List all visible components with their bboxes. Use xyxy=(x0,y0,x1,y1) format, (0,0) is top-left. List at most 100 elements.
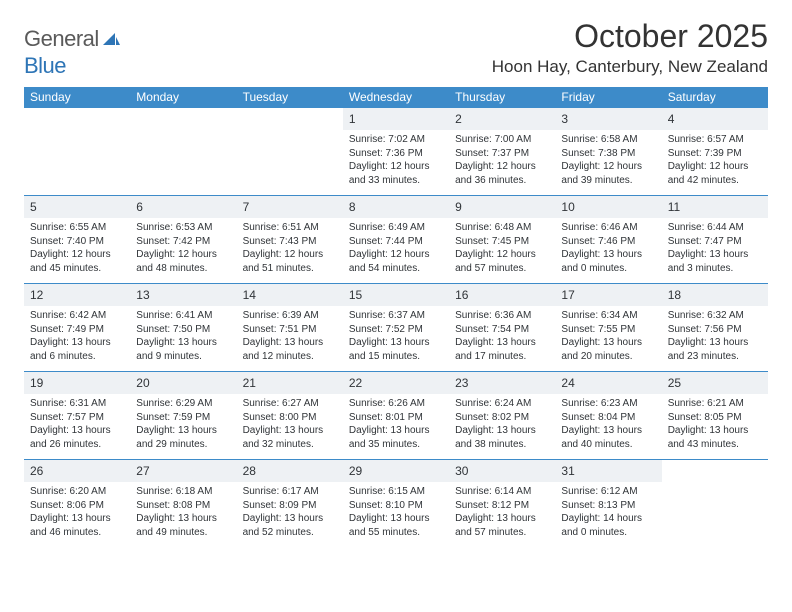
day-info: Sunrise: 7:02 AMSunset: 7:36 PMDaylight:… xyxy=(349,133,443,187)
day-number: 1 xyxy=(349,112,356,126)
day-info: Sunrise: 6:17 AMSunset: 8:09 PMDaylight:… xyxy=(243,485,337,539)
day-cell: 11Sunrise: 6:44 AMSunset: 7:47 PMDayligh… xyxy=(662,196,768,284)
day-info: Sunrise: 6:49 AMSunset: 7:44 PMDaylight:… xyxy=(349,221,443,275)
day-number: 9 xyxy=(455,200,462,214)
day-cell: 8 Sunrise: 6:49 AMSunset: 7:44 PMDaylight… xyxy=(343,196,449,284)
day-number: 11 xyxy=(668,200,680,214)
day-cell: 15Sunrise: 6:37 AMSunset: 7:52 PMDayligh… xyxy=(343,284,449,372)
day-cell: 23 Sunrise: 6:24 AMSunset: 8:02 PMDayligh… xyxy=(449,372,555,460)
day-number: 21 xyxy=(243,376,256,390)
day-number-bar: 13 xyxy=(130,284,236,306)
day-cell: 4Sunrise: 6:57 AMSunset: 7:39 PMDaylight… xyxy=(662,108,768,196)
day-cell: 14Sunrise: 6:39 AMSunset: 7:51 PMDayligh… xyxy=(237,284,343,372)
day-number: 3 xyxy=(561,112,568,126)
day-info: Sunrise: 6:53 AMSunset: 7:42 PMDaylight:… xyxy=(136,221,230,275)
day-number: 27 xyxy=(136,464,149,478)
calendar-page: GeneralBlue October 2025 Hoon Hay, Cante… xyxy=(0,0,792,560)
day-cell: 2Sunrise: 7:00 AMSunset: 7:37 PMDaylight… xyxy=(449,108,555,196)
day-number-bar: 8 xyxy=(343,196,449,218)
calendar-table: SundayMondayTuesdayWednesdayThursdayFrid… xyxy=(24,87,768,548)
day-header: Wednesday xyxy=(343,87,449,108)
day-number-bar: 20 xyxy=(130,372,236,394)
month-title: October 2025 xyxy=(492,18,768,55)
day-number: 20 xyxy=(136,376,149,390)
day-info: Sunrise: 6:18 AMSunset: 8:08 PMDaylight:… xyxy=(136,485,230,539)
day-cell: 21Sunrise: 6:27 AMSunset: 8:00 PMDayligh… xyxy=(237,372,343,460)
day-number: 6 xyxy=(136,200,143,214)
week-row: 19Sunrise: 6:31 AMSunset: 7:57 PMDayligh… xyxy=(24,372,768,460)
day-info: Sunrise: 6:12 AMSunset: 8:13 PMDaylight:… xyxy=(561,485,655,539)
day-info: Sunrise: 6:58 AMSunset: 7:38 PMDaylight:… xyxy=(561,133,655,187)
day-cell: 27 Sunrise: 6:18 AMSunset: 8:08 PMDayligh… xyxy=(130,460,236,548)
day-number-bar: 23 xyxy=(449,372,555,394)
day-number-bar: 27 xyxy=(130,460,236,482)
day-number-bar: 18 xyxy=(662,284,768,306)
title-block: October 2025 Hoon Hay, Canterbury, New Z… xyxy=(492,18,768,77)
day-cell: 30Sunrise: 6:14 AMSunset: 8:12 PMDayligh… xyxy=(449,460,555,548)
brand-word-a: General xyxy=(24,26,99,51)
day-info: Sunrise: 6:32 AMSunset: 7:56 PMDaylight:… xyxy=(668,309,762,363)
day-number-bar: 1 xyxy=(343,108,449,130)
day-info: Sunrise: 6:39 AMSunset: 7:51 PMDaylight:… xyxy=(243,309,337,363)
day-info: Sunrise: 6:23 AMSunset: 8:04 PMDaylight:… xyxy=(561,397,655,451)
day-info: Sunrise: 6:34 AMSunset: 7:55 PMDaylight:… xyxy=(561,309,655,363)
day-header: Thursday xyxy=(449,87,555,108)
day-number: 28 xyxy=(243,464,256,478)
day-cell: 12Sunrise: 6:42 AMSunset: 7:49 PMDayligh… xyxy=(24,284,130,372)
day-cell: 31Sunrise: 6:12 AMSunset: 8:13 PMDayligh… xyxy=(555,460,661,548)
day-number: 7 xyxy=(243,200,250,214)
day-cell: 3 Sunrise: 6:58 AMSunset: 7:38 PMDaylight… xyxy=(555,108,661,196)
day-number-bar: 29 xyxy=(343,460,449,482)
day-cell: 10 Sunrise: 6:46 AMSunset: 7:46 PMDayligh… xyxy=(555,196,661,284)
day-info: Sunrise: 6:14 AMSunset: 8:12 PMDaylight:… xyxy=(455,485,549,539)
day-cell: 16 Sunrise: 6:36 AMSunset: 7:54 PMDayligh… xyxy=(449,284,555,372)
day-number-bar: 19 xyxy=(24,372,130,394)
day-number-bar: 21 xyxy=(237,372,343,394)
day-number: 23 xyxy=(455,376,468,390)
day-number-bar: 22 xyxy=(343,372,449,394)
day-info: Sunrise: 6:24 AMSunset: 8:02 PMDaylight:… xyxy=(455,397,549,451)
sail-icon xyxy=(101,27,121,53)
day-number: 22 xyxy=(349,376,362,390)
day-info: Sunrise: 6:55 AMSunset: 7:40 PMDaylight:… xyxy=(30,221,124,275)
day-info: Sunrise: 6:29 AMSunset: 7:59 PMDaylight:… xyxy=(136,397,230,451)
day-number-bar: 5 xyxy=(24,196,130,218)
day-cell: 5 Sunrise: 6:55 AMSunset: 7:40 PMDaylight… xyxy=(24,196,130,284)
day-number-bar: 17 xyxy=(555,284,661,306)
day-number-bar: 7 xyxy=(237,196,343,218)
day-cell: 1 Sunrise: 7:02 AMSunset: 7:36 PMDaylight… xyxy=(343,108,449,196)
brand-logo: GeneralBlue xyxy=(24,26,121,79)
day-number-bar: 10 xyxy=(555,196,661,218)
day-number-bar: 16 xyxy=(449,284,555,306)
day-cell xyxy=(24,108,130,196)
day-number: 13 xyxy=(136,288,149,302)
day-number: 19 xyxy=(30,376,43,390)
day-number-bar: 28 xyxy=(237,460,343,482)
day-number: 15 xyxy=(349,288,362,302)
day-number: 25 xyxy=(668,376,681,390)
day-number: 29 xyxy=(349,464,362,478)
day-cell: 19Sunrise: 6:31 AMSunset: 7:57 PMDayligh… xyxy=(24,372,130,460)
day-info: Sunrise: 6:36 AMSunset: 7:54 PMDaylight:… xyxy=(455,309,549,363)
day-cell: 6 Sunrise: 6:53 AMSunset: 7:42 PMDaylight… xyxy=(130,196,236,284)
day-number: 18 xyxy=(668,288,681,302)
day-cell xyxy=(662,460,768,548)
day-number: 5 xyxy=(30,200,37,214)
day-cell: 13Sunrise: 6:41 AMSunset: 7:50 PMDayligh… xyxy=(130,284,236,372)
day-cell: 28 Sunrise: 6:17 AMSunset: 8:09 PMDayligh… xyxy=(237,460,343,548)
day-header: Sunday xyxy=(24,87,130,108)
day-header: Friday xyxy=(555,87,661,108)
day-number: 10 xyxy=(561,200,574,214)
day-number-bar: 15 xyxy=(343,284,449,306)
day-number: 12 xyxy=(30,288,43,302)
day-cell: 22Sunrise: 6:26 AMSunset: 8:01 PMDayligh… xyxy=(343,372,449,460)
day-info: Sunrise: 6:46 AMSunset: 7:46 PMDaylight:… xyxy=(561,221,655,275)
day-cell xyxy=(130,108,236,196)
day-number: 16 xyxy=(455,288,468,302)
day-number: 24 xyxy=(561,376,574,390)
week-row: 1 Sunrise: 7:02 AMSunset: 7:36 PMDaylight… xyxy=(24,108,768,196)
day-header: Saturday xyxy=(662,87,768,108)
day-cell: 7Sunrise: 6:51 AMSunset: 7:43 PMDaylight… xyxy=(237,196,343,284)
day-number-bar: 3 xyxy=(555,108,661,130)
day-info: Sunrise: 6:21 AMSunset: 8:05 PMDaylight:… xyxy=(668,397,762,451)
